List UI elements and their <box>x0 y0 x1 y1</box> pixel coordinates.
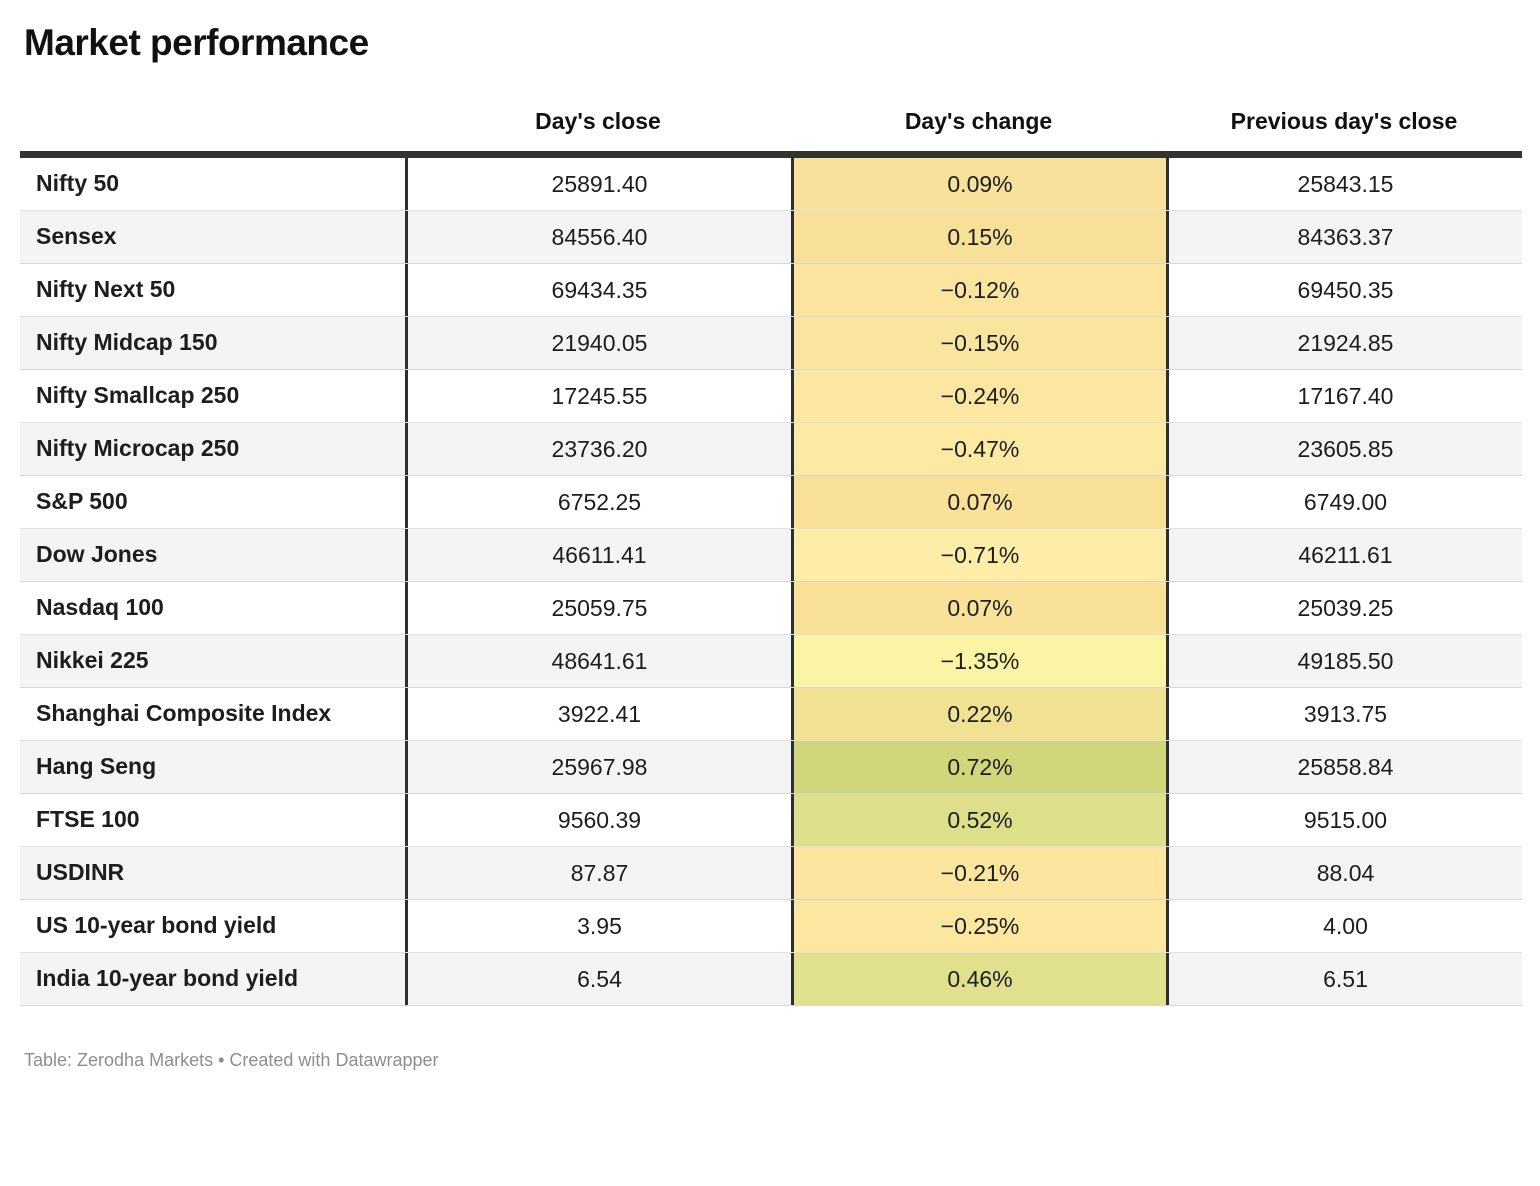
table-header-row: Day's close Day's change Previous day's … <box>20 64 1522 158</box>
table-row: Nifty 50 25891.40 0.09% 25843.15 <box>20 158 1522 211</box>
table-row: S&P 500 6752.25 0.07% 6749.00 <box>20 476 1522 529</box>
previous-days-close-value: 9515.00 <box>1166 794 1522 846</box>
previous-days-close-value: 4.00 <box>1166 900 1522 952</box>
table-body: Nifty 50 25891.40 0.09% 25843.15 Sensex … <box>20 158 1522 1006</box>
days-change-value: 0.07% <box>791 476 1166 528</box>
row-label: S&P 500 <box>36 488 128 515</box>
column-header-previous-days-close: Previous day's close <box>1230 108 1458 134</box>
row-label: US 10-year bond yield <box>36 912 277 939</box>
table-row: USDINR 87.87 −0.21% 88.04 <box>20 847 1522 900</box>
previous-days-close-value: 84363.37 <box>1166 211 1522 263</box>
attribution-text: Table: Zerodha Markets • Created with Da… <box>24 1050 439 1070</box>
previous-days-close-value: 17167.40 <box>1166 370 1522 422</box>
table-row: Nasdaq 100 25059.75 0.07% 25039.25 <box>20 582 1522 635</box>
table-row: Nikkei 225 48641.61 −1.35% 49185.50 <box>20 635 1522 688</box>
days-close-value: 6752.25 <box>405 476 791 528</box>
days-change-value: 0.15% <box>791 211 1166 263</box>
days-close-value: 6.54 <box>405 953 791 1005</box>
table-row: Shanghai Composite Index 3922.41 0.22% 3… <box>20 688 1522 741</box>
table-row: Nifty Smallcap 250 17245.55 −0.24% 17167… <box>20 370 1522 423</box>
previous-days-close-value: 88.04 <box>1166 847 1522 899</box>
days-close-value: 25059.75 <box>405 582 791 634</box>
previous-days-close-value: 23605.85 <box>1166 423 1522 475</box>
days-close-value: 25891.40 <box>405 158 791 210</box>
row-label: Nifty Smallcap 250 <box>36 382 240 409</box>
days-close-value: 3922.41 <box>405 688 791 740</box>
row-label: India 10-year bond yield <box>36 965 299 992</box>
table-row: Nifty Next 50 69434.35 −0.12% 69450.35 <box>20 264 1522 317</box>
previous-days-close-value: 25039.25 <box>1166 582 1522 634</box>
column-header-days-change: Day's change <box>904 108 1053 134</box>
table-row: Hang Seng 25967.98 0.72% 25858.84 <box>20 741 1522 794</box>
row-label: Dow Jones <box>36 541 158 568</box>
days-change-value: −0.47% <box>791 423 1166 475</box>
days-close-value: 3.95 <box>405 900 791 952</box>
days-change-value: 0.72% <box>791 741 1166 793</box>
days-close-value: 48641.61 <box>405 635 791 687</box>
days-close-value: 69434.35 <box>405 264 791 316</box>
days-change-value: −0.15% <box>791 317 1166 369</box>
previous-days-close-value: 21924.85 <box>1166 317 1522 369</box>
previous-days-close-value: 49185.50 <box>1166 635 1522 687</box>
days-change-value: −1.35% <box>791 635 1166 687</box>
previous-days-close-value: 25843.15 <box>1166 158 1522 210</box>
days-change-value: 0.07% <box>791 582 1166 634</box>
days-change-value: −0.21% <box>791 847 1166 899</box>
table-row: Nifty Microcap 250 23736.20 −0.47% 23605… <box>20 423 1522 476</box>
days-close-value: 87.87 <box>405 847 791 899</box>
days-close-value: 84556.40 <box>405 211 791 263</box>
days-close-value: 9560.39 <box>405 794 791 846</box>
row-label: Shanghai Composite Index <box>36 700 332 727</box>
market-performance-table: Day's close Day's change Previous day's … <box>20 64 1522 1006</box>
previous-days-close-value: 3913.75 <box>1166 688 1522 740</box>
previous-days-close-value: 6.51 <box>1166 953 1522 1005</box>
row-label: Nifty Next 50 <box>36 276 176 303</box>
days-change-value: 0.22% <box>791 688 1166 740</box>
previous-days-close-value: 46211.61 <box>1166 529 1522 581</box>
days-change-value: −0.71% <box>791 529 1166 581</box>
table-row: US 10-year bond yield 3.95 −0.25% 4.00 <box>20 900 1522 953</box>
previous-days-close-value: 25858.84 <box>1166 741 1522 793</box>
days-close-value: 23736.20 <box>405 423 791 475</box>
days-change-value: −0.25% <box>791 900 1166 952</box>
row-label: Nikkei 225 <box>36 647 149 674</box>
days-change-value: 0.09% <box>791 158 1166 210</box>
column-header-days-close: Day's close <box>535 108 661 134</box>
row-label: Sensex <box>36 223 117 250</box>
row-label: Nifty Microcap 250 <box>36 435 240 462</box>
row-label: Nifty Midcap 150 <box>36 329 218 356</box>
table-row: India 10-year bond yield 6.54 0.46% 6.51 <box>20 953 1522 1006</box>
days-close-value: 21940.05 <box>405 317 791 369</box>
row-label: Nasdaq 100 <box>36 594 164 621</box>
table-row: Dow Jones 46611.41 −0.71% 46211.61 <box>20 529 1522 582</box>
days-close-value: 17245.55 <box>405 370 791 422</box>
days-change-value: 0.46% <box>791 953 1166 1005</box>
days-change-value: −0.24% <box>791 370 1166 422</box>
row-label: USDINR <box>36 859 125 886</box>
previous-days-close-value: 6749.00 <box>1166 476 1522 528</box>
previous-days-close-value: 69450.35 <box>1166 264 1522 316</box>
days-close-value: 46611.41 <box>405 529 791 581</box>
row-label: Nifty 50 <box>36 170 120 197</box>
row-label: Hang Seng <box>36 753 157 780</box>
days-change-value: −0.12% <box>791 264 1166 316</box>
page: Market performance Day's close Day's cha… <box>0 22 1540 1186</box>
days-close-value: 25967.98 <box>405 741 791 793</box>
table-row: Nifty Midcap 150 21940.05 −0.15% 21924.8… <box>20 317 1522 370</box>
days-change-value: 0.52% <box>791 794 1166 846</box>
table-row: Sensex 84556.40 0.15% 84363.37 <box>20 211 1522 264</box>
row-label: FTSE 100 <box>36 806 140 833</box>
page-title: Market performance <box>24 22 369 63</box>
table-row: FTSE 100 9560.39 0.52% 9515.00 <box>20 794 1522 847</box>
